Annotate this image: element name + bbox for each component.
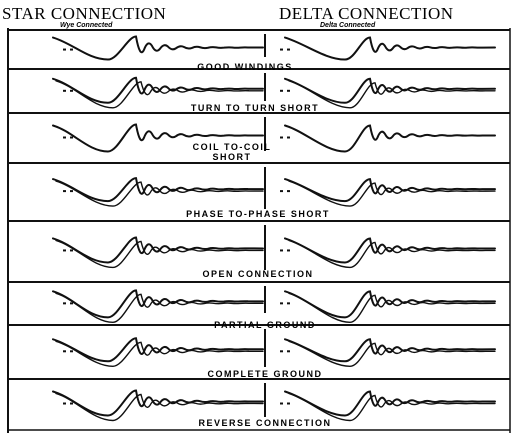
star-waveform-a xyxy=(52,123,264,153)
star-subheader: Wye Connected xyxy=(60,22,113,29)
row-caption: PHASE TO-PHASE SHORT xyxy=(186,209,330,219)
star-waveform-a xyxy=(52,337,264,363)
delta-waveform-b xyxy=(288,80,496,109)
delta-waveform-a xyxy=(284,237,496,264)
star-connection-header: STAR CONNECTION xyxy=(2,4,167,23)
delta-waveform-a xyxy=(284,338,496,363)
delta-waveform-b xyxy=(288,392,496,422)
row-caption: REVERSE CONNECTION xyxy=(198,418,332,428)
delta-subheader: Delta Connected xyxy=(320,22,376,29)
delta-waveform-b xyxy=(288,180,496,207)
star-waveform-b xyxy=(55,180,264,207)
delta-waveform-a xyxy=(284,36,496,61)
star-waveform-a xyxy=(52,236,264,264)
delta-waveform-a xyxy=(284,290,496,319)
delta-waveform-a xyxy=(284,77,496,104)
delta-waveform-b xyxy=(288,340,496,368)
star-waveform-a xyxy=(52,76,264,104)
star-waveform-b xyxy=(55,80,264,109)
delta-waveform-a xyxy=(284,178,496,203)
star-waveform-b xyxy=(55,392,264,422)
star-waveform-a xyxy=(52,389,264,417)
delta-waveform-a xyxy=(284,390,496,417)
row-caption: COIL TO-COIL SHORT xyxy=(192,142,272,162)
row-caption: OPEN CONNECTION xyxy=(202,269,314,279)
star-waveform-b xyxy=(55,239,264,269)
row-caption: PARTIAL GROUND xyxy=(214,320,316,330)
row-caption: GOOD WINDINGS xyxy=(197,62,293,72)
delta-connection-header: DELTA CONNECTION xyxy=(279,4,454,23)
delta-waveform-b xyxy=(288,292,496,324)
star-waveform-a xyxy=(52,177,264,203)
delta-waveform-b xyxy=(288,239,496,269)
delta-waveform-a xyxy=(284,124,496,153)
row-caption: TURN TO TURN SHORT xyxy=(190,103,320,113)
row-caption: COMPLETE GROUND xyxy=(207,369,323,379)
star-waveform-a xyxy=(52,35,264,61)
star-waveform-b xyxy=(55,292,264,324)
star-waveform-a xyxy=(52,289,264,319)
star-waveform-b xyxy=(55,340,264,368)
